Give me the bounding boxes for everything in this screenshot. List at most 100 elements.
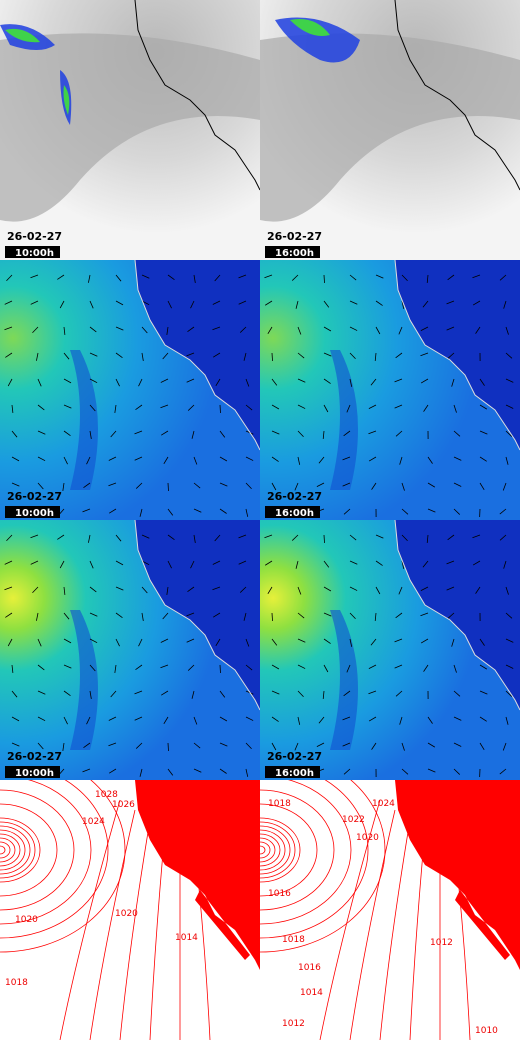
wind-arrow — [219, 456, 228, 462]
wind-arrow — [63, 716, 68, 725]
wind-arrow — [368, 690, 377, 695]
wind-arrow — [505, 638, 514, 643]
wind-arrow — [162, 612, 169, 620]
wind-arrow — [36, 352, 39, 361]
wind-arrow — [453, 482, 462, 487]
isobar — [409, 829, 426, 1040]
wind-arrow — [160, 664, 169, 669]
wind-arrow — [426, 274, 429, 284]
wind-arrow — [5, 612, 13, 618]
wind-arrow — [11, 482, 20, 487]
wind-arrow — [475, 326, 481, 334]
wind-arrow — [271, 378, 278, 386]
coastline — [134, 260, 260, 451]
wind-arrow — [446, 560, 455, 565]
wind-arrow — [190, 560, 195, 569]
land — [135, 520, 260, 710]
wind-arrow — [295, 560, 299, 569]
wind-arrow — [401, 482, 405, 491]
wind-arrow — [453, 742, 462, 747]
wind-arrow — [342, 456, 351, 461]
wind-arrow — [323, 326, 332, 332]
wind-arrow — [215, 638, 221, 647]
wind-arrow — [322, 690, 325, 700]
coastline — [394, 520, 520, 711]
wind-arrow — [37, 716, 46, 722]
wind-arrow — [134, 716, 143, 721]
wind-arrow — [502, 482, 507, 491]
wind-arrow — [398, 586, 403, 595]
wind-arrow — [212, 352, 221, 358]
wind-arrow — [451, 638, 455, 647]
wind-arrow — [82, 508, 91, 513]
wind-arrow — [214, 534, 221, 542]
wind-arrow — [479, 378, 485, 386]
wind-arrow — [89, 664, 96, 672]
time-box — [265, 246, 320, 258]
wind-arrow — [11, 456, 20, 462]
wind-arrow — [135, 404, 143, 410]
wind-arrow — [162, 352, 169, 360]
map-panel — [260, 780, 520, 1040]
isobar-label: 1020 — [356, 833, 379, 843]
wind-arrow — [11, 404, 14, 413]
wind-arrow — [343, 508, 351, 515]
wind-arrow — [186, 378, 195, 383]
wind-arrow — [453, 716, 462, 721]
isobar — [0, 833, 21, 867]
panel-content — [0, 780, 260, 1040]
wind-arrow — [349, 586, 358, 591]
wind-arrow — [191, 690, 195, 699]
wind-arrow — [323, 586, 332, 592]
wind-arrow — [349, 612, 356, 620]
wind-arrow — [108, 508, 117, 514]
wind-arrow — [212, 326, 221, 331]
wind-arrow — [447, 352, 455, 359]
wind-arrow — [453, 690, 461, 697]
wind-arrow — [57, 274, 65, 280]
wind-arrow — [505, 404, 514, 409]
date-label: 26-02-27 — [267, 490, 322, 503]
wind-arrow — [368, 664, 377, 670]
wind-arrow — [349, 560, 358, 565]
wind-arrow — [115, 378, 120, 387]
time-box — [5, 246, 60, 258]
wind-arrow — [479, 664, 488, 670]
isobar — [260, 829, 286, 871]
wind-arrow — [375, 534, 384, 539]
wind-arrow — [141, 612, 144, 621]
wind-arrow — [505, 456, 509, 465]
wind-arrow — [322, 430, 325, 440]
wind-arrow — [30, 560, 39, 565]
wind-arrow — [420, 326, 429, 332]
wind-arrow — [166, 586, 169, 595]
time-box — [265, 506, 320, 518]
wind-arrow — [453, 768, 461, 775]
wind-arrow — [245, 664, 253, 671]
wind-arrow — [472, 534, 481, 539]
isobar — [149, 829, 166, 1040]
wind-arrow — [291, 274, 299, 281]
isobar — [0, 803, 58, 897]
wind-arrow — [447, 534, 455, 541]
map-panel: 26-02-27 10:00h — [0, 520, 260, 780]
wind-arrow — [323, 534, 325, 544]
time-label: 16:00h — [275, 248, 314, 259]
wind-arrow — [187, 326, 195, 332]
isobar — [260, 825, 291, 875]
wind-arrow — [32, 586, 39, 594]
wind-arrow — [446, 326, 455, 331]
wind-arrow — [479, 742, 485, 751]
isobar-label: 1026 — [112, 800, 135, 810]
isobar — [0, 829, 26, 871]
wind-arrow — [271, 638, 278, 646]
wind-arrow — [427, 508, 436, 513]
wind-arrow — [342, 742, 351, 747]
wind-arrow — [479, 638, 485, 646]
wind-arrow — [264, 274, 273, 279]
wind-arrow — [115, 560, 124, 566]
wind-arrow — [394, 664, 403, 669]
wind-arrow — [245, 638, 250, 647]
